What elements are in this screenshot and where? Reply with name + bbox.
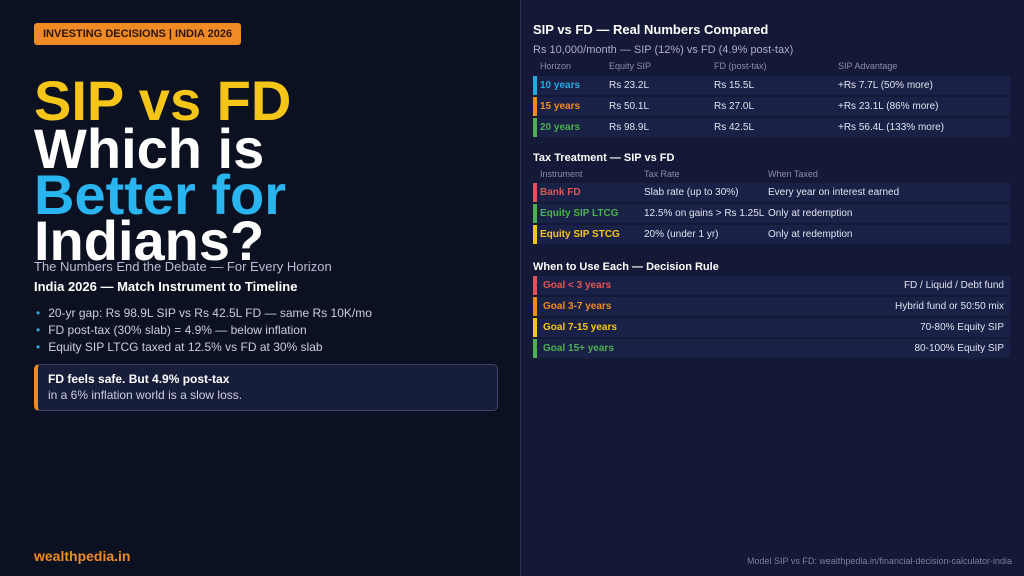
footer: Model SIP vs FD: wealthpedia.in/financia… — [747, 556, 1012, 566]
cell: 12.5% on gains > Rs 1.25L — [644, 208, 765, 219]
cell: Hybrid fund or 50:50 mix — [895, 301, 1004, 312]
bullet-text: Equity SIP LTCG taxed at 12.5% vs FD at … — [48, 340, 323, 354]
section-title: SIP vs FD — Real Numbers Compared — [533, 22, 769, 37]
title-line: Which is — [34, 117, 265, 180]
section-title: When to Use Each — Decision Rule — [533, 261, 719, 273]
cell: Only at redemption — [768, 208, 853, 219]
cell: 80-100% Equity SIP — [914, 343, 1005, 354]
cell: Rs 50.1L — [609, 101, 650, 112]
table-row: Goal 15+ years 80-100% Equity SIP — [533, 339, 1010, 358]
cell: Rs 42.5L — [714, 122, 755, 133]
column-header: Instrument — [540, 169, 583, 179]
column-header: Horizon — [540, 61, 572, 71]
table-row: Equity SIP STCG 20% (under 1 yr) Only at r… — [533, 225, 1010, 244]
column-header: Tax Rate — [644, 169, 680, 179]
cell: 20 years — [540, 122, 581, 133]
cell: Rs 27.0L — [714, 101, 755, 112]
cell: 70-80% Equity SIP — [920, 322, 1004, 333]
cell: Slab rate (up to 30%) — [644, 187, 739, 198]
bullet-text: 20-yr gap: Rs 98.9L SIP vs Rs 42.5L FD —… — [48, 306, 372, 320]
title-line: Better for — [34, 163, 287, 226]
table-row: 20 years Rs 98.9L Rs 42.5L +Rs 56.4L (133% … — [533, 118, 1010, 137]
tagline: India 2026 — Match Instrument to Timelin… — [34, 279, 298, 294]
callout-text: in a 6% inflation world is a slow loss. — [48, 388, 243, 402]
cell: Rs 15.5L — [714, 80, 755, 91]
column-header: When Taxed — [768, 169, 818, 179]
cell: Goal 15+ years — [543, 343, 614, 354]
badge: INVESTING DECISIONS | INDIA 2026 — [34, 23, 242, 45]
table-row: Equity SIP LTCG 12.5% on gains > Rs 1.25L… — [533, 204, 1010, 223]
cell: +Rs 7.7L (50% more) — [838, 80, 933, 91]
table-row: Goal 3-7 years Hybrid fund or 50:50 mix — [533, 297, 1010, 316]
cell: Equity SIP LTCG — [540, 208, 619, 219]
callout: FD feels safe. But 4.9% post-tax in a 6%… — [34, 364, 498, 411]
cell: +Rs 56.4L (133% more) — [838, 122, 945, 133]
bullet: • Equity SIP LTCG taxed at 12.5% vs FD at… — [36, 340, 323, 354]
brand: wealthpedia.in — [34, 548, 131, 564]
cell: Goal 7-15 years — [543, 322, 617, 333]
cell: FD / Liquid / Debt fund — [903, 280, 1004, 291]
table-row: Goal 7-15 years 70-80% Equity SIP — [533, 318, 1010, 337]
cell: Equity SIP STCG — [540, 229, 620, 240]
cell: Rs 98.9L — [609, 122, 650, 133]
table-row: 10 years Rs 23.2L Rs 15.5L +Rs 7.7L (50% mo… — [533, 76, 1010, 95]
cell: 15 years — [540, 101, 581, 112]
column-header: FD (post-tax) — [714, 61, 767, 71]
table-row: Bank FD Slab rate (up to 30%) Every year o… — [533, 183, 1010, 202]
bullet-text: FD post-tax (30% slab) = 4.9% — below in… — [48, 323, 307, 337]
table-row: 15 years Rs 50.1L Rs 27.0L +Rs 23.1L (86% m… — [533, 97, 1010, 116]
title-line: SIP vs FD — [34, 69, 292, 132]
section-subtitle: Rs 10,000/month — SIP (12%) vs FD (4.9% … — [533, 44, 794, 56]
cell: Rs 23.2L — [609, 80, 650, 91]
cell: 10 years — [540, 80, 581, 91]
table-row: Goal < 3 years FD / Liquid / Debt fund — [533, 276, 1010, 295]
bullet: • 20-yr gap: Rs 98.9L SIP vs Rs 42.5L FD … — [36, 306, 372, 320]
cell: Only at redemption — [768, 229, 853, 240]
subtitle: The Numbers End the Debate — For Every H… — [34, 259, 332, 274]
title-line: Indians? — [34, 209, 265, 272]
cell: Every year on interest earned — [768, 187, 900, 198]
callout-text: FD feels safe. But 4.9% post-tax — [48, 372, 230, 386]
cell: Goal 3-7 years — [543, 301, 612, 312]
column-header: SIP Advantage — [838, 61, 898, 71]
cell: Goal < 3 years — [543, 280, 612, 291]
cell: +Rs 23.1L (86% more) — [838, 101, 939, 112]
bullet: • FD post-tax (30% slab) = 4.9% — below i… — [36, 323, 307, 337]
cell: 20% (under 1 yr) — [644, 229, 719, 240]
cell: Bank FD — [540, 187, 581, 198]
column-header: Equity SIP — [609, 61, 652, 71]
section-title: Tax Treatment — SIP vs FD — [533, 152, 675, 164]
